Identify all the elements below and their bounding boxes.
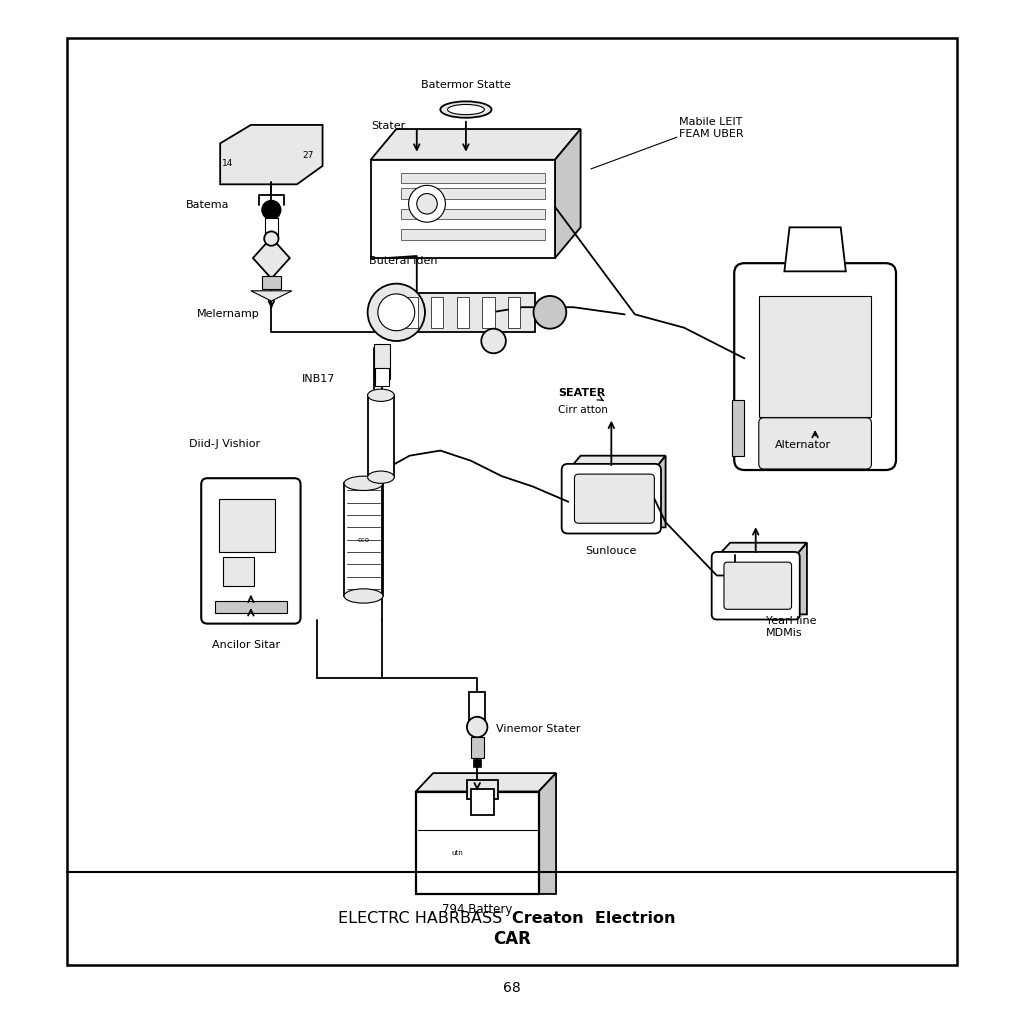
Circle shape: [262, 201, 281, 219]
Polygon shape: [220, 125, 323, 184]
Text: Alternator: Alternator: [775, 440, 831, 451]
FancyBboxPatch shape: [724, 562, 792, 609]
Bar: [219, 499, 274, 552]
FancyBboxPatch shape: [734, 263, 896, 470]
Bar: [473, 759, 481, 767]
Circle shape: [378, 294, 415, 331]
Polygon shape: [654, 456, 666, 527]
Circle shape: [368, 284, 425, 341]
Bar: [732, 399, 744, 456]
Bar: [416, 792, 539, 894]
Circle shape: [467, 717, 487, 737]
Bar: [508, 297, 520, 328]
Polygon shape: [568, 456, 666, 470]
Text: Mabile LEIT
FEAM UBER: Mabile LEIT FEAM UBER: [679, 117, 743, 139]
Bar: [67, 38, 957, 965]
FancyBboxPatch shape: [712, 552, 800, 620]
Bar: [371, 160, 555, 258]
Text: Cirr atton: Cirr atton: [558, 404, 608, 415]
FancyBboxPatch shape: [759, 418, 871, 469]
Polygon shape: [253, 238, 290, 279]
Text: utn: utn: [452, 850, 463, 856]
Bar: [262, 276, 281, 289]
Text: CAR: CAR: [494, 930, 530, 948]
Polygon shape: [371, 129, 581, 160]
Bar: [457, 297, 469, 328]
Bar: [265, 218, 278, 237]
Bar: [471, 788, 494, 815]
Circle shape: [264, 231, 279, 246]
Bar: [401, 188, 545, 199]
Polygon shape: [795, 543, 807, 614]
Bar: [215, 601, 287, 613]
Text: Stater: Stater: [372, 121, 406, 131]
Text: ELECTRC HABRBASS: ELECTRC HABRBASS: [338, 911, 512, 926]
Text: Batema: Batema: [186, 200, 229, 210]
Polygon shape: [251, 291, 292, 301]
Bar: [467, 780, 498, 799]
Polygon shape: [416, 773, 556, 792]
Ellipse shape: [368, 389, 394, 401]
Bar: [401, 229, 545, 240]
Ellipse shape: [447, 104, 484, 115]
Text: SEATER: SEATER: [558, 388, 605, 398]
Text: INB17: INB17: [302, 374, 336, 384]
Text: 27: 27: [302, 152, 313, 160]
Text: Ancilor Sitar: Ancilor Sitar: [212, 640, 281, 650]
Text: Yearl line
MDMis: Yearl line MDMis: [766, 616, 816, 638]
Bar: [401, 209, 545, 219]
Bar: [431, 297, 443, 328]
Text: Batermor Statte: Batermor Statte: [421, 80, 511, 90]
Ellipse shape: [344, 476, 383, 490]
Text: Diid-J Vishior: Diid-J Vishior: [189, 439, 260, 450]
Bar: [401, 173, 545, 183]
Text: 14: 14: [222, 160, 233, 168]
Ellipse shape: [440, 101, 492, 118]
Circle shape: [409, 185, 445, 222]
Bar: [344, 483, 383, 596]
Bar: [482, 297, 495, 328]
Text: Buteral Iden: Buteral Iden: [369, 256, 437, 266]
Circle shape: [534, 296, 566, 329]
Ellipse shape: [368, 471, 394, 483]
FancyBboxPatch shape: [201, 478, 301, 624]
Bar: [469, 692, 485, 721]
Bar: [759, 296, 871, 417]
Bar: [223, 557, 254, 586]
Text: Creaton  Electrion: Creaton Electrion: [512, 911, 676, 926]
FancyBboxPatch shape: [574, 474, 654, 523]
Bar: [401, 293, 535, 332]
Bar: [375, 368, 389, 386]
Polygon shape: [555, 129, 581, 258]
FancyBboxPatch shape: [561, 464, 662, 534]
Ellipse shape: [344, 589, 383, 603]
Polygon shape: [717, 543, 807, 557]
Text: Vinemor Stater: Vinemor Stater: [496, 724, 581, 734]
Polygon shape: [784, 227, 846, 271]
Text: 68: 68: [503, 981, 521, 995]
Bar: [374, 343, 390, 379]
Polygon shape: [539, 773, 556, 894]
Text: 794 Battery: 794 Battery: [442, 903, 512, 916]
Bar: [368, 395, 394, 477]
Circle shape: [481, 329, 506, 353]
Text: Sunlouce: Sunlouce: [586, 546, 637, 556]
Bar: [406, 297, 418, 328]
Bar: [471, 737, 484, 758]
Text: Melernamp: Melernamp: [197, 309, 259, 319]
Text: cco: cco: [357, 537, 370, 543]
Circle shape: [417, 194, 437, 214]
